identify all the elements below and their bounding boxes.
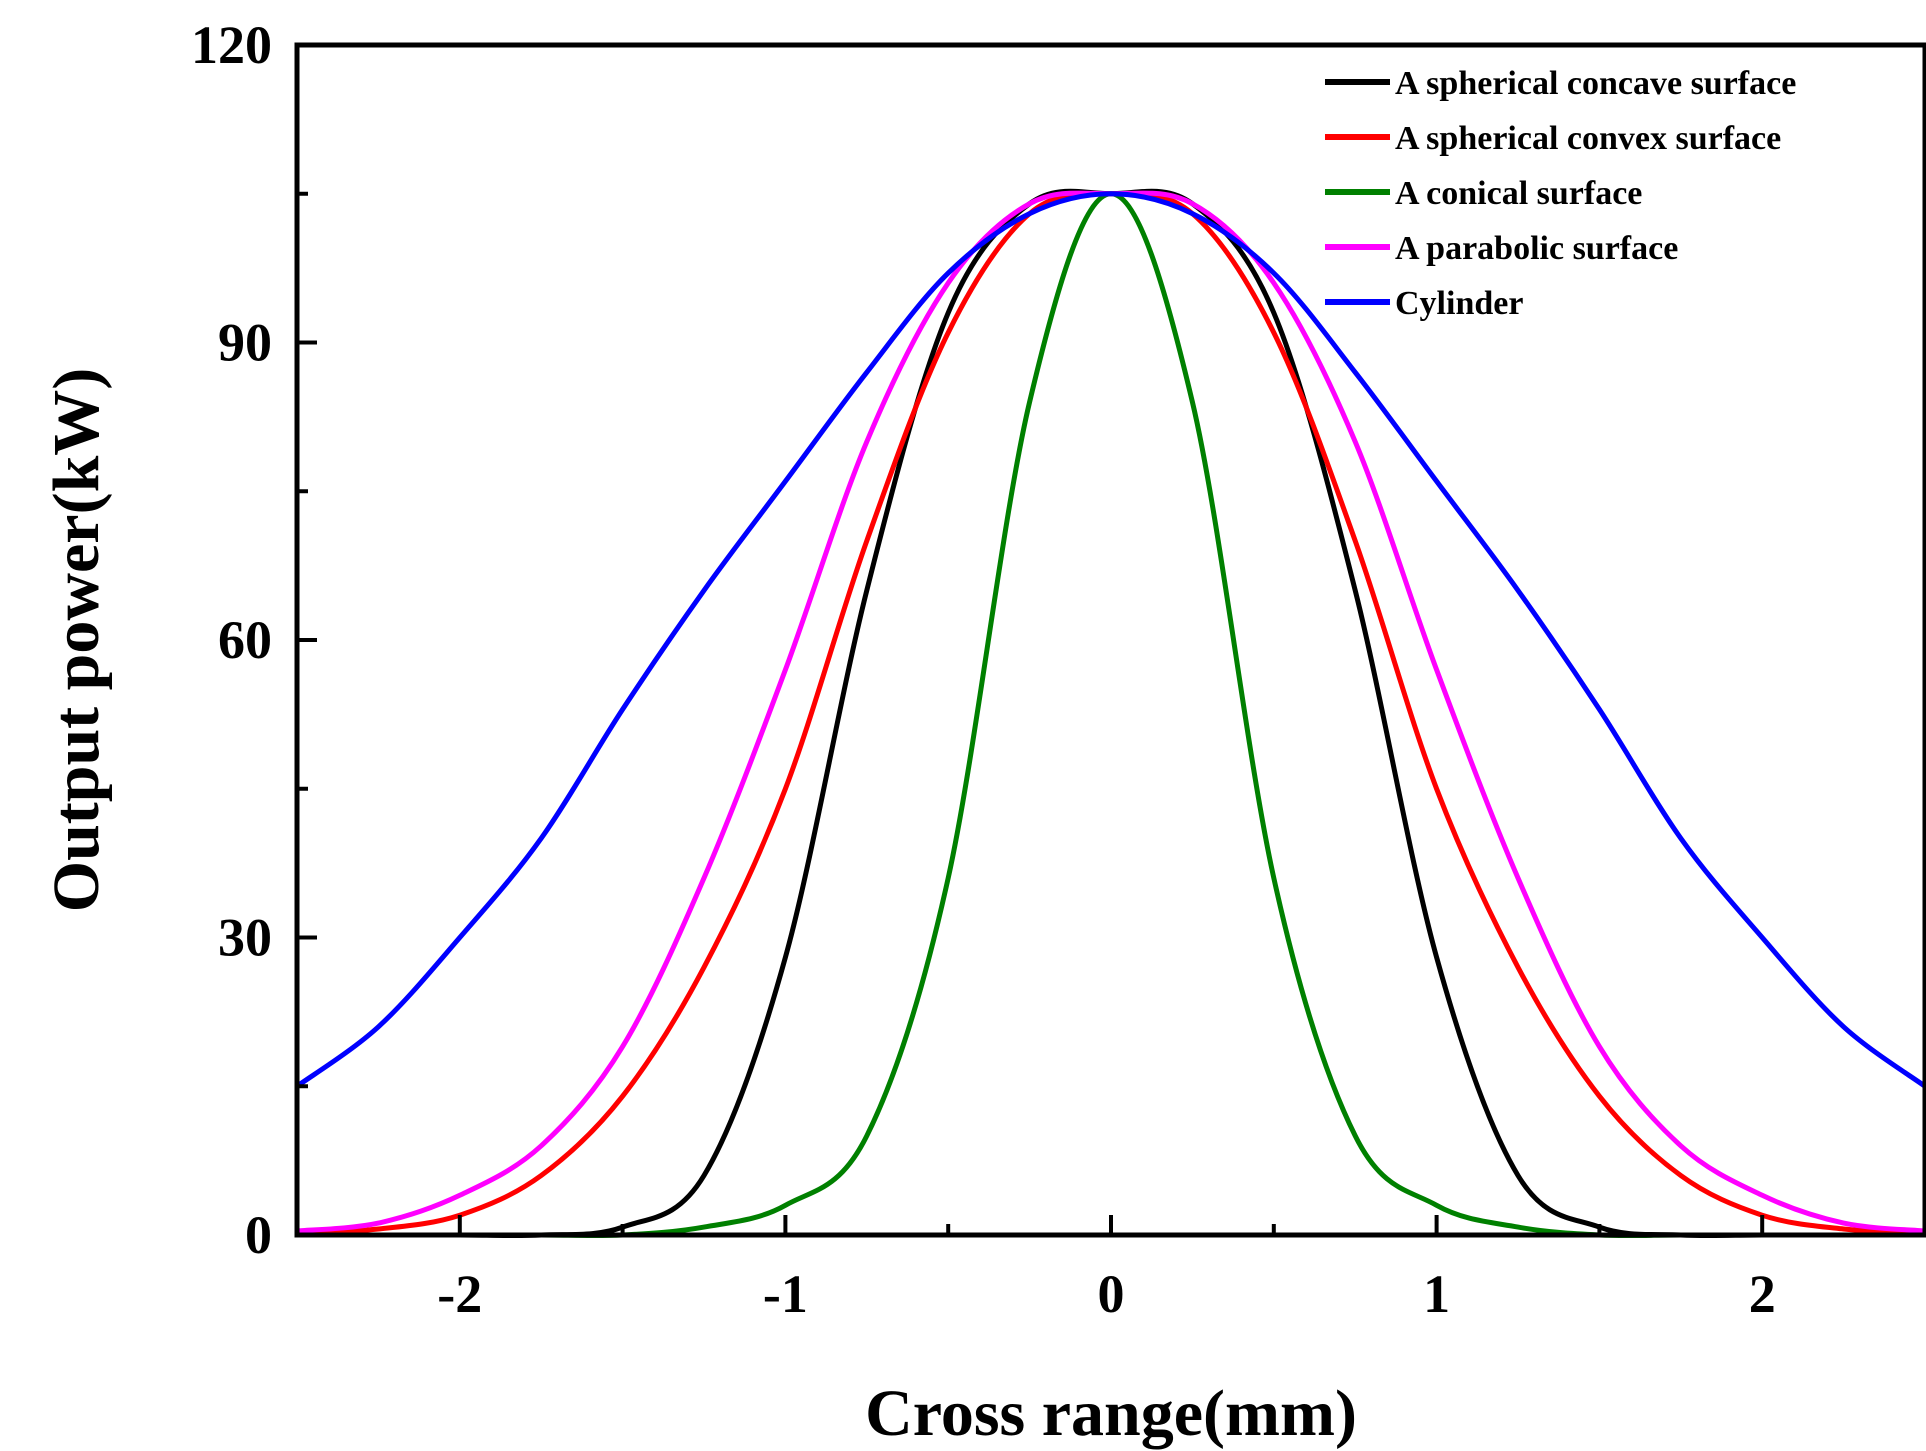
series-line-cylinder (295, 191, 1926, 1089)
y-tick-label: 30 (218, 908, 272, 968)
series-line-a-parabolic-surface (296, 190, 1926, 1234)
axis-ticks (295, 43, 1926, 1237)
y-tick-label: 0 (245, 1205, 272, 1265)
y-tick-label: 90 (218, 313, 272, 373)
legend: A spherical concave surface A spherical c… (1325, 65, 1796, 322)
legend-label-a-spherical-concave-surface: A spherical concave surface (1395, 65, 1796, 102)
series-curves (295, 188, 1926, 1239)
x-axis-title: Cross range(mm) (865, 1377, 1357, 1450)
x-tick-label: 0 (1098, 1264, 1125, 1324)
series-line-a-spherical-convex-surface (296, 191, 1926, 1236)
plot-frame (294, 42, 1926, 1238)
y-tick-label: 120 (191, 15, 272, 75)
x-tick-label: -1 (763, 1264, 808, 1324)
legend-label-a-parabolic-surface: A parabolic surface (1395, 230, 1678, 267)
x-tick-label: -2 (437, 1264, 482, 1324)
x-tick-label: 2 (1749, 1264, 1776, 1324)
series-line-a-spherical-concave-surface (296, 188, 1925, 1239)
x-tick-label: 1 (1423, 1264, 1450, 1324)
y-tick-label: 60 (218, 610, 272, 670)
y-axis-title: Output power(kW) (40, 368, 113, 913)
legend-label-cylinder: Cylinder (1395, 285, 1523, 322)
legend-label-a-conical-surface: A conical surface (1395, 175, 1642, 212)
series-line-a-conical-surface (296, 191, 1925, 1239)
legend-label-a-spherical-convex-surface: A spherical convex surface (1395, 120, 1781, 157)
